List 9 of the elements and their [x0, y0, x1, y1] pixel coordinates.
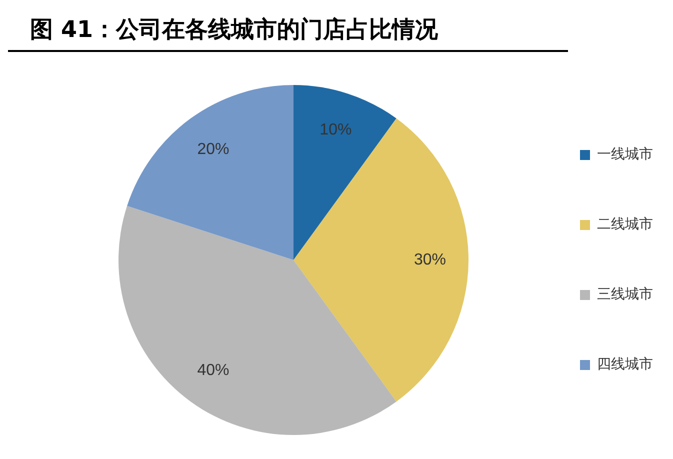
data-label: 30% — [414, 251, 446, 268]
legend-label: 四线城市 — [597, 356, 653, 373]
chart-title: 图 41：公司在各线城市的门店占比情况 — [30, 16, 438, 45]
legend-label: 三线城市 — [597, 286, 653, 303]
legend-label: 二线城市 — [597, 216, 653, 233]
data-label: 40% — [197, 362, 230, 379]
data-label: 20% — [197, 140, 230, 158]
legend-label: 一线城市 — [597, 146, 653, 163]
data-label: 10% — [320, 122, 352, 139]
